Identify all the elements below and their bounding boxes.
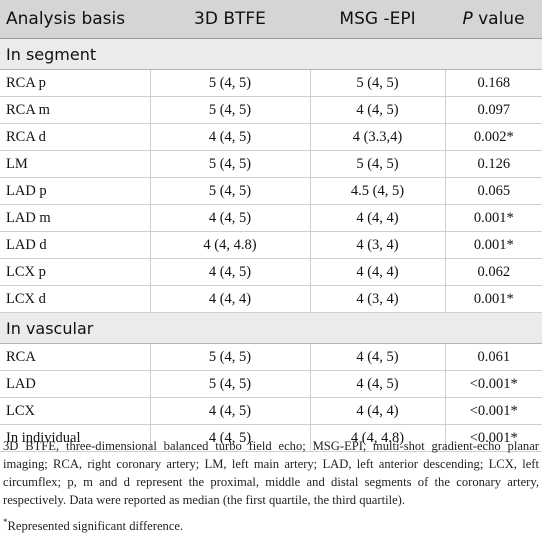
row-label: LCX bbox=[0, 397, 151, 425]
cell-msg-epi: 4 (4, 5) bbox=[310, 370, 446, 398]
row-label: RCA p bbox=[0, 69, 151, 97]
cell-3d-btfe: 4 (4, 5) bbox=[150, 397, 311, 425]
row-label: In individual bbox=[0, 424, 151, 452]
section-row: In vascular bbox=[0, 312, 542, 344]
header-3d-btfe: 3D BTFE bbox=[150, 0, 310, 39]
row-label: LM bbox=[0, 150, 151, 178]
header-analysis-basis: Analysis basis bbox=[0, 0, 150, 39]
cell-msg-epi: 4.5 (4, 5) bbox=[310, 177, 446, 205]
cell-p-value: 0.001* bbox=[445, 285, 542, 313]
row-label: LAD p bbox=[0, 177, 151, 205]
cell-msg-epi: 5 (4, 5) bbox=[310, 150, 446, 178]
row-label: RCA bbox=[0, 343, 151, 371]
header-msg-epi: MSG -EPI bbox=[310, 0, 445, 39]
cell-3d-btfe: 5 (4, 5) bbox=[150, 343, 311, 371]
cell-msg-epi: 4 (4, 5) bbox=[310, 96, 446, 124]
cell-3d-btfe: 4 (4, 5) bbox=[150, 258, 311, 286]
cell-3d-btfe: 4 (4, 5) bbox=[150, 204, 311, 232]
row-label: LAD m bbox=[0, 204, 151, 232]
cell-3d-btfe: 5 (4, 5) bbox=[150, 69, 311, 97]
table-row: RCA 5 (4, 5) 4 (4, 5) 0.061 bbox=[0, 343, 542, 371]
significance-mark: * bbox=[3, 517, 8, 527]
cell-msg-epi: 4 (4, 4) bbox=[310, 397, 446, 425]
cell-3d-btfe: 4 (4, 5) bbox=[150, 424, 311, 452]
cell-p-value: 0.062 bbox=[445, 258, 542, 286]
cell-msg-epi: 4 (3.3,4) bbox=[310, 123, 446, 151]
cell-msg-epi: 5 (4, 5) bbox=[310, 69, 446, 97]
row-label: RCA m bbox=[0, 96, 151, 124]
cell-p-value: 0.065 bbox=[445, 177, 542, 205]
cell-p-value: <0.001* bbox=[445, 424, 542, 452]
header-p-value: P value bbox=[445, 0, 542, 39]
row-label: LAD bbox=[0, 370, 151, 398]
row-label: LCX d bbox=[0, 285, 151, 313]
section-title: In segment bbox=[0, 38, 542, 70]
table-row: In individual 4 (4, 5) 4 (4, 4.8) <0.001* bbox=[0, 424, 542, 452]
section-title: In vascular bbox=[0, 312, 542, 344]
footnote-abbreviations: 3D BTFE, three-dimensional balanced turb… bbox=[3, 439, 539, 507]
table-row: LM 5 (4, 5) 5 (4, 5) 0.126 bbox=[0, 150, 542, 178]
cell-msg-epi: 4 (4, 5) bbox=[310, 343, 446, 371]
footnote-significance: *Represented significant difference. bbox=[3, 513, 539, 535]
row-label: LAD d bbox=[0, 231, 151, 259]
cell-p-value: 0.097 bbox=[445, 96, 542, 124]
cell-msg-epi: 4 (4, 4) bbox=[310, 204, 446, 232]
cell-msg-epi: 4 (4, 4) bbox=[310, 258, 446, 286]
cell-p-value: 0.001* bbox=[445, 204, 542, 232]
table-figure: Analysis basis 3D BTFE MSG -EPI P value … bbox=[0, 0, 542, 533]
results-table: Analysis basis 3D BTFE MSG -EPI P value … bbox=[0, 0, 542, 452]
cell-3d-btfe: 5 (4, 5) bbox=[150, 96, 311, 124]
table-row: LAD 5 (4, 5) 4 (4, 5) <0.001* bbox=[0, 370, 542, 398]
cell-p-value: <0.001* bbox=[445, 370, 542, 398]
cell-p-value: <0.001* bbox=[445, 397, 542, 425]
cell-msg-epi: 4 (3, 4) bbox=[310, 231, 446, 259]
cell-3d-btfe: 5 (4, 5) bbox=[150, 370, 311, 398]
cell-p-value: 0.061 bbox=[445, 343, 542, 371]
table-row: LCX 4 (4, 5) 4 (4, 4) <0.001* bbox=[0, 397, 542, 425]
significance-text: Represented significant difference. bbox=[7, 519, 184, 534]
cell-p-value: 0.126 bbox=[445, 150, 542, 178]
cell-3d-btfe: 4 (4, 4) bbox=[150, 285, 311, 313]
cell-p-value: 0.168 bbox=[445, 69, 542, 97]
cell-msg-epi: 4 (3, 4) bbox=[310, 285, 446, 313]
row-label: LCX p bbox=[0, 258, 151, 286]
cell-3d-btfe: 5 (4, 5) bbox=[150, 177, 311, 205]
cell-msg-epi: 4 (4, 4.8) bbox=[310, 424, 446, 452]
header-p-letter: P bbox=[462, 9, 473, 29]
table-footnotes: 3D BTFE, three-dimensional balanced turb… bbox=[0, 437, 542, 539]
cell-3d-btfe: 4 (4, 5) bbox=[150, 123, 311, 151]
header-value-word: value bbox=[472, 9, 525, 29]
cell-3d-btfe: 5 (4, 5) bbox=[150, 150, 311, 178]
cell-p-value: 0.002* bbox=[445, 123, 542, 151]
header-row: Analysis basis 3D BTFE MSG -EPI P value bbox=[0, 0, 542, 39]
section-row: In segment bbox=[0, 38, 542, 70]
row-label: RCA d bbox=[0, 123, 151, 151]
cell-p-value: 0.001* bbox=[445, 231, 542, 259]
cell-3d-btfe: 4 (4, 4.8) bbox=[150, 231, 311, 259]
